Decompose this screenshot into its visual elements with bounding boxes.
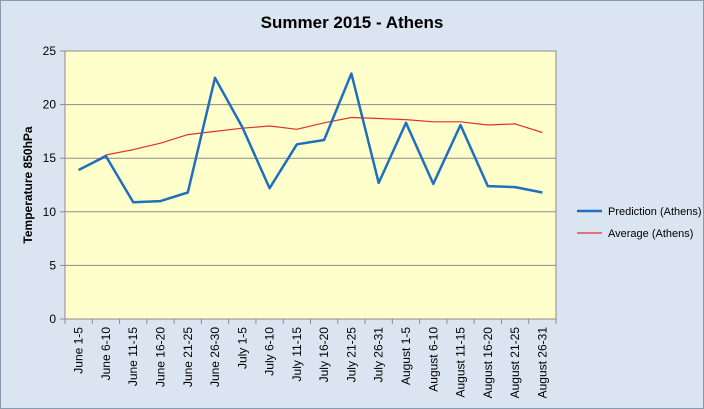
y-tick-label: 5 (49, 258, 56, 272)
gridlines (65, 50, 556, 266)
y-tick-label: 20 (43, 98, 57, 112)
x-tick-label: August 11-15 (454, 327, 468, 398)
x-tick-label: August 21-25 (508, 327, 522, 399)
x-tick-label: July 16-20 (317, 327, 331, 383)
x-tick-label: July 11-15 (290, 327, 304, 382)
x-tick-label: July 26-31 (372, 327, 386, 383)
x-tick-label: August 26-31 (535, 327, 549, 399)
y-tick-label: 0 (49, 312, 56, 326)
series-line-prediction (78, 72, 543, 204)
x-tick-label: June 1-5 (72, 327, 86, 374)
x-tick-label: July 6-10 (263, 327, 277, 376)
y-tick-labels: 0 5 10 15 20 25 (43, 44, 57, 326)
series-line-average (78, 116, 543, 171)
x-tick-label: June 26-30 (208, 327, 222, 387)
x-tick-label: August 1-5 (399, 327, 413, 385)
y-axis-label: Temperature 850hPa (21, 126, 35, 243)
x-tick-label: July 21-25 (344, 327, 358, 383)
x-tick-labels: June 1-5 June 6-10 June 11-15 June 16-20 Jun… (72, 327, 550, 399)
y-tick-label: 10 (43, 205, 57, 219)
chart-title: Summer 2015 - Athens (261, 13, 444, 32)
x-tick-label: August 6-10 (426, 327, 440, 392)
series-lines (78, 72, 543, 204)
legend-label-prediction: Prediction (Athens) (608, 206, 702, 218)
x-tick-label: June 11-15 (126, 327, 140, 386)
y-tick-label: 25 (43, 44, 57, 58)
axes (60, 50, 557, 324)
plot-area (64, 50, 557, 320)
legend-label-average: Average (Athens) (608, 228, 693, 240)
legend: Prediction (Athens) Average (Athens) (577, 206, 702, 240)
x-tick-label: June 16-20 (153, 327, 167, 387)
x-tick-label: June 21-25 (181, 327, 195, 387)
x-tick-label: June 6-10 (99, 327, 113, 381)
x-tick-label: August 16-20 (481, 327, 495, 399)
y-tick-label: 15 (43, 151, 57, 165)
x-tick-label: July 1-5 (235, 327, 249, 369)
